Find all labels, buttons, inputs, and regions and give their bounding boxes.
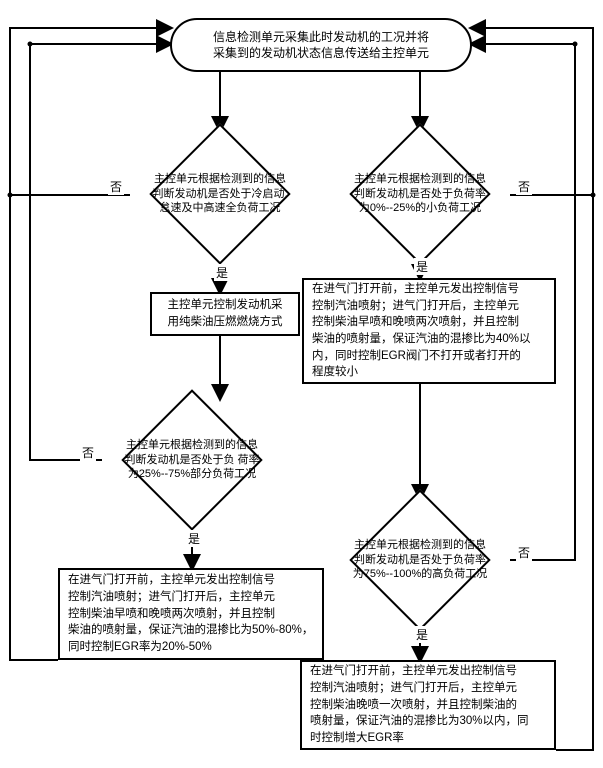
process-p4-text: 在进气门打开前，主控单元发出控制信号控制汽油喷射；进气门打开后，主控单元控制柴油…	[310, 663, 529, 746]
decision-d4: 主控单元根据检测到的信息判断发动机是否处于负荷率为75%--100%的高负荷工况	[330, 498, 510, 622]
decision-d3-text: 主控单元根据检测到的信息判断发动机是否处于负 荷率为25%--75%部分负荷工况	[102, 398, 282, 522]
process-p4: 在进气门打开前，主控单元发出控制信号控制汽油喷射；进气门打开后，主控单元控制柴油…	[300, 660, 556, 750]
flow-start-text: 信息检测单元采集此时发动机的工况并将采集到的发动机状态信息传送给主控单元	[213, 29, 429, 61]
d4-yes-label: 是	[414, 626, 430, 643]
d1-yes-label: 是	[214, 264, 230, 281]
flowchart-canvas: 信息检测单元采集此时发动机的工况并将采集到的发动机状态信息传送给主控单元 主控单…	[0, 0, 603, 768]
flow-start: 信息检测单元采集此时发动机的工况并将采集到的发动机状态信息传送给主控单元	[170, 18, 472, 72]
process-p3: 在进气门打开前，主控单元发出控制信号控制汽油喷射；进气门打开后，主控单元控制柴油…	[58, 568, 324, 660]
process-p1-text: 主控单元控制发动机采用纯柴油压燃燃烧方式	[168, 297, 283, 330]
process-p1: 主控单元控制发动机采用纯柴油压燃燃烧方式	[150, 292, 300, 336]
d2-yes-label: 是	[414, 258, 430, 275]
decision-d1-text: 主控单元根据检测到的信息判断发动机是否处于冷启动,怠速及中高速全负荷工况	[130, 130, 310, 258]
decision-d4-text: 主控单元根据检测到的信息判断发动机是否处于负荷率为75%--100%的高负荷工况	[330, 498, 510, 622]
process-p2: 在进气门打开前，主控单元发出控制信号控制汽油喷射；进气门打开后，主控单元控制柴油…	[302, 278, 556, 384]
d3-yes-label: 是	[186, 530, 202, 547]
decision-d2-text: 主控单元根据检测到的信息判断发动机是否处于负荷率为0%--25%的小负荷工况	[330, 130, 510, 258]
process-p2-text: 在进气门打开前，主控单元发出控制信号控制汽油喷射；进气门打开后，主控单元控制柴油…	[312, 281, 531, 381]
decision-d2: 主控单元根据检测到的信息判断发动机是否处于负荷率为0%--25%的小负荷工况	[330, 130, 510, 258]
process-p3-text: 在进气门打开前，主控单元发出控制信号控制汽油喷射；进气门打开后，主控单元控制柴油…	[68, 572, 313, 655]
d1-no-label: 否	[108, 178, 124, 195]
decision-d1: 主控单元根据检测到的信息判断发动机是否处于冷启动,怠速及中高速全负荷工况	[130, 130, 310, 258]
decision-d3: 主控单元根据检测到的信息判断发动机是否处于负 荷率为25%--75%部分负荷工况	[102, 398, 282, 522]
d2-no-label: 否	[516, 178, 532, 195]
d3-no-label: 否	[80, 444, 96, 461]
d4-no-label: 否	[516, 544, 532, 561]
